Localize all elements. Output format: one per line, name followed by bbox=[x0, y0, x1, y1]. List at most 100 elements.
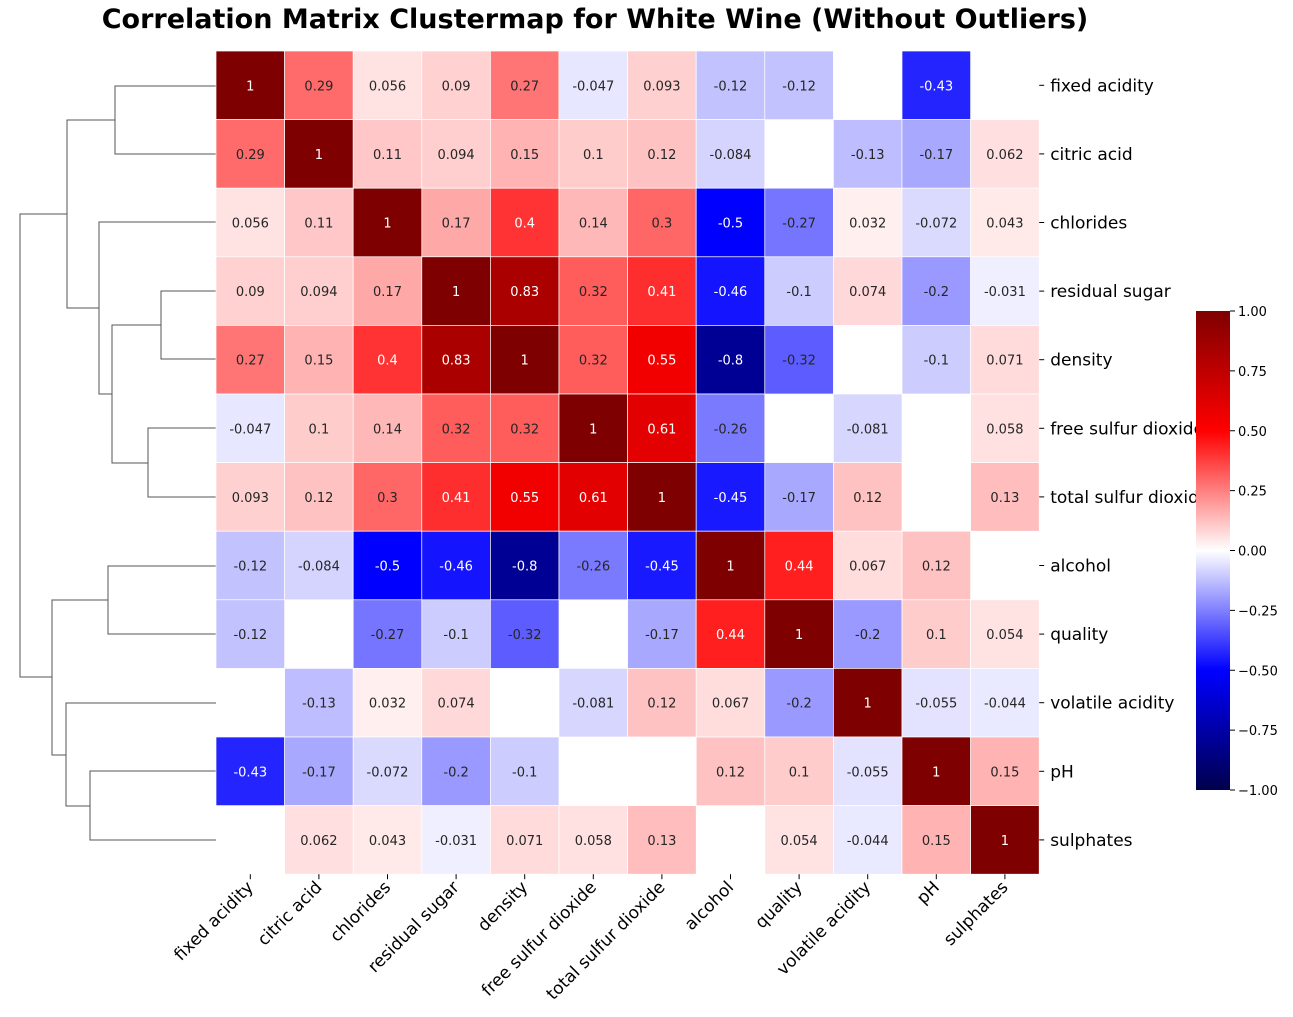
heatmap-cell bbox=[352, 530, 423, 601]
cell-value-label: 0.83 bbox=[510, 285, 539, 300]
row-tick-label: citric acid bbox=[1050, 145, 1132, 165]
heatmap-cell bbox=[215, 187, 285, 258]
cell-value-label: -0.1 bbox=[786, 285, 811, 300]
cell-value-label: -0.081 bbox=[572, 697, 614, 712]
heatmap-cell bbox=[970, 462, 1040, 532]
cell-value-label: 0.41 bbox=[647, 285, 676, 300]
cell-value-label: -0.26 bbox=[714, 422, 748, 437]
cell-value-label: 0.056 bbox=[369, 79, 406, 94]
colorbar-tick-label: 0.25 bbox=[1238, 485, 1267, 500]
column-tick-label: chlorides bbox=[326, 878, 395, 947]
heatmap-cell bbox=[352, 462, 423, 532]
colorbar-tick-label: −0.75 bbox=[1238, 724, 1278, 739]
heatmap-cell bbox=[970, 599, 1040, 669]
row-tick-label: volatile acidity bbox=[1050, 694, 1174, 714]
colorbar: 1.00 0.75 0.50 0.25 0.00 −0.25 −0.50 −0.75 −1.00 bbox=[1196, 305, 1278, 799]
cell-value-label: 0.41 bbox=[442, 491, 471, 506]
cell-value-label: -0.27 bbox=[371, 628, 405, 643]
row-tick-label: pH bbox=[1050, 762, 1074, 782]
column-tick-label: total sulfur dioxide bbox=[543, 878, 670, 1005]
cell-value-label: 0.15 bbox=[510, 148, 539, 163]
heatmap-cell bbox=[490, 256, 560, 326]
heatmap-cell bbox=[901, 119, 971, 189]
heatmap-cell bbox=[558, 325, 628, 395]
heatmap-cell bbox=[627, 805, 697, 875]
cell-value-label: 0.032 bbox=[369, 697, 406, 712]
heatmap-cell bbox=[901, 256, 971, 326]
heatmap-cell bbox=[970, 668, 1040, 738]
cell-value-label: 0.058 bbox=[986, 422, 1023, 437]
cell-value-label: 0.054 bbox=[780, 834, 817, 849]
cell-value-label: 0.17 bbox=[442, 217, 471, 232]
heatmap-cell bbox=[764, 805, 834, 875]
heatmap-cell bbox=[284, 50, 354, 120]
heatmap-cell bbox=[833, 736, 903, 806]
cell-value-label: -0.45 bbox=[645, 560, 679, 575]
heatmap-cell bbox=[901, 805, 971, 875]
cell-value-label: 1 bbox=[521, 354, 529, 369]
cell-value-label: 0.12 bbox=[716, 765, 745, 780]
column-tick-label: quality bbox=[751, 878, 806, 933]
cell-value-label: 0.032 bbox=[849, 217, 886, 232]
heatmap-cell bbox=[284, 668, 354, 738]
heatmap-grid: 1 0.29 0.056 0.09 0.27 -0.047 0.093 -0.12 -0.12 -… bbox=[215, 50, 1040, 875]
cell-value-label: -0.17 bbox=[782, 491, 816, 506]
heatmap-cell bbox=[695, 256, 766, 326]
heatmap-cell bbox=[352, 736, 423, 806]
cell-value-label: 0.27 bbox=[236, 354, 265, 369]
heatmap-cell bbox=[558, 668, 628, 738]
cell-value-label: 0.11 bbox=[304, 217, 333, 232]
cell-value-label: 0.1 bbox=[583, 148, 604, 163]
heatmap-cell bbox=[695, 50, 766, 120]
heatmap-cell bbox=[627, 50, 697, 120]
dendrogram-branch bbox=[98, 221, 216, 395]
cell-value-label: 0.44 bbox=[716, 628, 745, 643]
cell-value-label: 0.093 bbox=[643, 79, 680, 94]
heatmap-cell bbox=[970, 736, 1040, 806]
heatmap-cell bbox=[558, 805, 628, 875]
heatmap-cell bbox=[627, 599, 697, 669]
row-tick-label: quality bbox=[1050, 625, 1108, 645]
heatmap-cell bbox=[764, 325, 834, 395]
dendrogram-branch bbox=[66, 119, 115, 309]
heatmap-cell bbox=[421, 393, 491, 463]
heatmap-cell bbox=[833, 530, 903, 601]
cell-value-label: -0.8 bbox=[512, 560, 537, 575]
dendrogram-branch bbox=[111, 324, 161, 464]
heatmap-cell bbox=[558, 393, 628, 463]
cell-value-label: 1 bbox=[795, 628, 803, 643]
heatmap-cell bbox=[901, 50, 971, 120]
heatmap-cell bbox=[215, 736, 285, 806]
colorbar-tick-label: 1.00 bbox=[1238, 305, 1267, 320]
heatmap-cell bbox=[421, 187, 491, 258]
colorbar-tick-label: −0.25 bbox=[1238, 604, 1278, 619]
cell-value-label: 0.067 bbox=[849, 560, 886, 575]
dendrogram-branch bbox=[107, 565, 216, 635]
cell-value-label: 0.17 bbox=[373, 285, 402, 300]
heatmap-cell bbox=[352, 668, 423, 738]
row-tick-label: residual sugar bbox=[1050, 282, 1171, 302]
heatmap-cell bbox=[627, 393, 697, 463]
heatmap-cell bbox=[695, 187, 766, 258]
heatmap-cell bbox=[558, 256, 628, 326]
cell-value-label: 0.83 bbox=[442, 354, 471, 369]
cell-value-label: -0.13 bbox=[302, 697, 336, 712]
cell-value-label: -0.46 bbox=[439, 560, 473, 575]
cell-value-label: 0.3 bbox=[377, 491, 398, 506]
cell-value-label: 0.1 bbox=[789, 765, 810, 780]
cell-value-label: 0.071 bbox=[986, 354, 1023, 369]
heatmap-cell bbox=[284, 119, 354, 189]
cell-value-label: -0.13 bbox=[851, 148, 885, 163]
cell-value-label: 0.12 bbox=[853, 491, 882, 506]
column-tick-label: alcohol bbox=[681, 878, 738, 935]
cell-value-label: 0.074 bbox=[849, 285, 886, 300]
column-tick-label: sulphates bbox=[940, 877, 1012, 949]
heatmap-cell bbox=[764, 462, 834, 532]
cell-value-label: 0.3 bbox=[652, 217, 673, 232]
cell-value-label: 1 bbox=[932, 765, 940, 780]
heatmap-cell bbox=[695, 119, 766, 189]
row-tick-label: total sulfur dioxide bbox=[1050, 488, 1209, 508]
cell-value-label: -0.32 bbox=[782, 354, 816, 369]
heatmap-cell bbox=[558, 462, 628, 532]
cell-value-label: 1 bbox=[589, 422, 597, 437]
